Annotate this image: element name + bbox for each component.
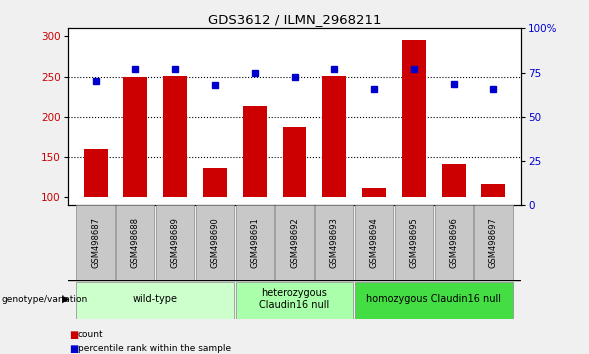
Bar — [203, 167, 227, 197]
Text: GSM498697: GSM498697 — [489, 217, 498, 268]
Bar — [474, 205, 512, 280]
Text: genotype/variation: genotype/variation — [1, 295, 87, 304]
Bar — [402, 40, 426, 197]
Text: ▶: ▶ — [62, 294, 70, 304]
Title: GDS3612 / ILMN_2968211: GDS3612 / ILMN_2968211 — [208, 13, 381, 26]
Text: GSM498692: GSM498692 — [290, 217, 299, 268]
Text: count: count — [78, 330, 104, 339]
Text: ■: ■ — [70, 330, 79, 339]
Text: GSM498696: GSM498696 — [449, 217, 458, 268]
Text: wild-type: wild-type — [133, 294, 178, 304]
Text: homozygous Claudin16 null: homozygous Claudin16 null — [366, 294, 501, 304]
Bar — [163, 76, 187, 197]
Bar — [276, 205, 313, 280]
Bar — [442, 164, 465, 197]
Text: GSM498688: GSM498688 — [131, 217, 140, 268]
Bar — [395, 205, 433, 280]
Bar — [196, 205, 234, 280]
Bar — [362, 188, 386, 197]
Text: percentile rank within the sample: percentile rank within the sample — [78, 344, 231, 353]
Bar — [236, 205, 274, 280]
Bar — [283, 127, 306, 197]
Bar — [243, 106, 267, 197]
Bar — [322, 76, 346, 197]
Bar — [77, 282, 234, 319]
Bar — [355, 282, 512, 319]
Bar — [77, 205, 115, 280]
Bar — [116, 205, 154, 280]
Text: GSM498687: GSM498687 — [91, 217, 100, 268]
Text: GSM498694: GSM498694 — [369, 217, 379, 268]
Bar — [315, 205, 353, 280]
Bar — [481, 184, 505, 197]
Text: GSM498690: GSM498690 — [210, 217, 220, 268]
Bar — [236, 282, 353, 319]
Text: GSM498695: GSM498695 — [409, 217, 418, 268]
Text: GSM498693: GSM498693 — [330, 217, 339, 268]
Bar — [156, 205, 194, 280]
Bar — [84, 149, 108, 197]
Text: GSM498689: GSM498689 — [171, 217, 180, 268]
Bar — [435, 205, 473, 280]
Text: GSM498691: GSM498691 — [250, 217, 259, 268]
Bar — [124, 76, 147, 197]
Text: ■: ■ — [70, 344, 79, 354]
Bar — [355, 205, 393, 280]
Text: heterozygous
Claudin16 null: heterozygous Claudin16 null — [259, 288, 330, 310]
